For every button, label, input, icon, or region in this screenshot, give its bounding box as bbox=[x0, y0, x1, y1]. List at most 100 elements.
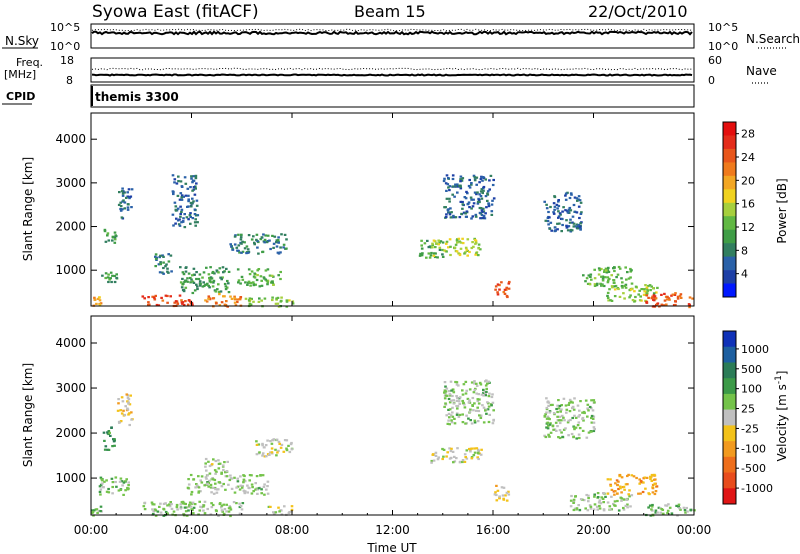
data-cell bbox=[119, 201, 122, 204]
data-cell bbox=[668, 298, 671, 301]
data-cell bbox=[125, 393, 129, 396]
data-cell bbox=[261, 454, 264, 457]
data-cell bbox=[606, 281, 610, 284]
data-cell bbox=[488, 413, 491, 416]
data-cell bbox=[505, 294, 509, 298]
data-cell bbox=[238, 251, 241, 254]
data-cell bbox=[639, 295, 642, 298]
data-cell bbox=[265, 241, 269, 244]
data-cell bbox=[225, 286, 229, 289]
data-cell bbox=[461, 393, 465, 396]
data-cell bbox=[180, 208, 184, 211]
data-cell bbox=[174, 209, 178, 212]
data-cell bbox=[207, 284, 210, 287]
data-cell bbox=[195, 283, 198, 286]
data-cell bbox=[629, 294, 632, 297]
data-cell bbox=[253, 276, 257, 279]
data-cell bbox=[476, 202, 480, 205]
data-cell bbox=[574, 495, 577, 498]
data-cell bbox=[598, 499, 602, 502]
data-cell bbox=[571, 215, 575, 218]
data-cell bbox=[205, 477, 208, 480]
data-cell bbox=[255, 443, 259, 446]
data-cell bbox=[465, 414, 468, 417]
x-tick-label: 16:00 bbox=[476, 523, 511, 537]
data-cell bbox=[431, 453, 435, 456]
data-cell bbox=[187, 299, 191, 302]
colorbar-swatch bbox=[723, 472, 736, 489]
data-cell bbox=[465, 449, 469, 452]
data-cell bbox=[217, 290, 221, 294]
data-cell bbox=[126, 408, 130, 411]
data-cell bbox=[589, 505, 593, 508]
data-cell bbox=[230, 487, 234, 490]
data-cell bbox=[628, 495, 631, 498]
data-cell bbox=[464, 392, 468, 395]
data-cell bbox=[562, 428, 566, 431]
data-cell bbox=[562, 397, 566, 400]
y-tick-label: 3000 bbox=[55, 176, 86, 190]
data-cell bbox=[280, 443, 284, 446]
data-cell bbox=[214, 488, 217, 491]
data-cell bbox=[597, 273, 601, 276]
data-cell bbox=[203, 284, 206, 287]
data-cell bbox=[475, 176, 479, 179]
data-cell bbox=[199, 282, 202, 285]
data-cell bbox=[113, 231, 117, 234]
data-cell bbox=[107, 239, 111, 242]
data-cell bbox=[587, 431, 591, 434]
data-cell bbox=[621, 281, 624, 284]
data-cell bbox=[170, 503, 173, 506]
data-cell bbox=[587, 500, 590, 503]
data-cell bbox=[483, 390, 487, 393]
data-cell bbox=[441, 457, 444, 461]
data-cell bbox=[637, 492, 640, 495]
velocity-cbar-label-main: Velocity [m s bbox=[775, 384, 789, 461]
data-cell bbox=[444, 394, 448, 397]
data-cell bbox=[452, 391, 456, 394]
data-cell bbox=[477, 243, 481, 246]
data-cell bbox=[170, 270, 173, 273]
data-cell bbox=[606, 294, 609, 297]
data-cell bbox=[596, 496, 600, 499]
data-cell bbox=[115, 485, 118, 488]
data-cell bbox=[181, 271, 185, 274]
data-cell bbox=[198, 280, 202, 283]
data-cell bbox=[280, 299, 283, 302]
data-cell bbox=[474, 242, 477, 245]
data-cell bbox=[112, 440, 116, 443]
data-cell bbox=[620, 491, 623, 494]
data-cell bbox=[119, 420, 123, 423]
data-cell bbox=[265, 488, 268, 491]
data-cell bbox=[258, 297, 261, 300]
data-cell bbox=[573, 210, 577, 213]
data-cell bbox=[644, 284, 647, 287]
data-cell bbox=[593, 495, 596, 498]
data-cell bbox=[679, 296, 683, 299]
data-cell bbox=[654, 511, 657, 514]
data-cell bbox=[466, 238, 470, 241]
data-cell bbox=[612, 502, 615, 506]
data-cell bbox=[610, 274, 613, 277]
data-cell bbox=[564, 404, 568, 407]
data-cell bbox=[482, 185, 486, 189]
data-cell bbox=[642, 481, 645, 484]
data-cell bbox=[243, 492, 247, 495]
data-cell bbox=[228, 478, 232, 482]
data-cell bbox=[462, 211, 466, 214]
data-cell bbox=[480, 393, 484, 396]
data-cell bbox=[469, 196, 473, 199]
data-cell bbox=[577, 504, 580, 507]
data-cell bbox=[581, 411, 584, 414]
data-cell bbox=[573, 426, 576, 429]
data-cell bbox=[607, 270, 611, 273]
data-cell bbox=[248, 302, 252, 305]
colorbar-tick-label: 100 bbox=[741, 383, 762, 396]
data-cell bbox=[628, 296, 631, 299]
colorbar-swatch bbox=[723, 202, 736, 217]
data-cell bbox=[580, 211, 583, 214]
data-cell bbox=[573, 507, 577, 510]
data-cell bbox=[101, 482, 104, 485]
data-cell bbox=[218, 502, 222, 505]
data-cell bbox=[479, 414, 483, 417]
